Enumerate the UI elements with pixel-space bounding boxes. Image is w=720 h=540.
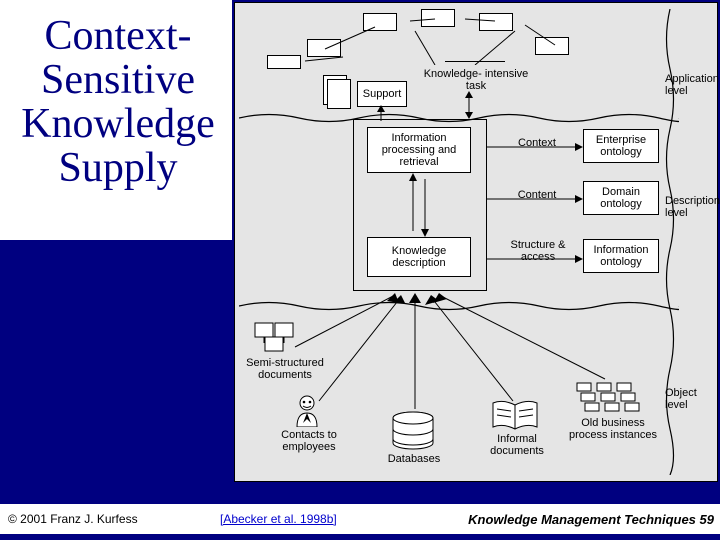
copyright: © 2001 Franz J. Kurfess — [0, 512, 220, 526]
box-kdesc: Knowledge description — [367, 237, 471, 277]
box-info-ont: Information ontology — [583, 239, 659, 273]
box-ent-ont: Enterprise ontology — [583, 129, 659, 163]
label-databases: Databases — [381, 453, 447, 465]
citation-link[interactable]: [Abecker et al. 1998b] — [220, 512, 420, 526]
box-dom-ont: Domain ontology — [583, 181, 659, 215]
kitask-label: Knowledge- intensive task — [423, 68, 529, 92]
wavy-1 — [239, 111, 679, 125]
box-support: Support — [357, 81, 407, 107]
box-ipr: Information processing and retrieval — [367, 127, 471, 173]
ipr-kdesc-arrows — [401, 173, 441, 237]
page-title: Context-Sensitive Knowledge Supply — [8, 14, 228, 190]
footer: © 2001 Franz J. Kurfess [Abecker et al. … — [0, 504, 720, 534]
footer-title: Knowledge Management Techniques 59 — [420, 512, 720, 527]
object-arrows — [275, 291, 635, 421]
wavy-vert — [663, 9, 677, 475]
label-informal: Informal documents — [477, 433, 557, 457]
label-contacts: Contacts to employees — [271, 429, 347, 453]
diagram-frame: Support Knowledge- intensive task Inform… — [234, 2, 718, 482]
